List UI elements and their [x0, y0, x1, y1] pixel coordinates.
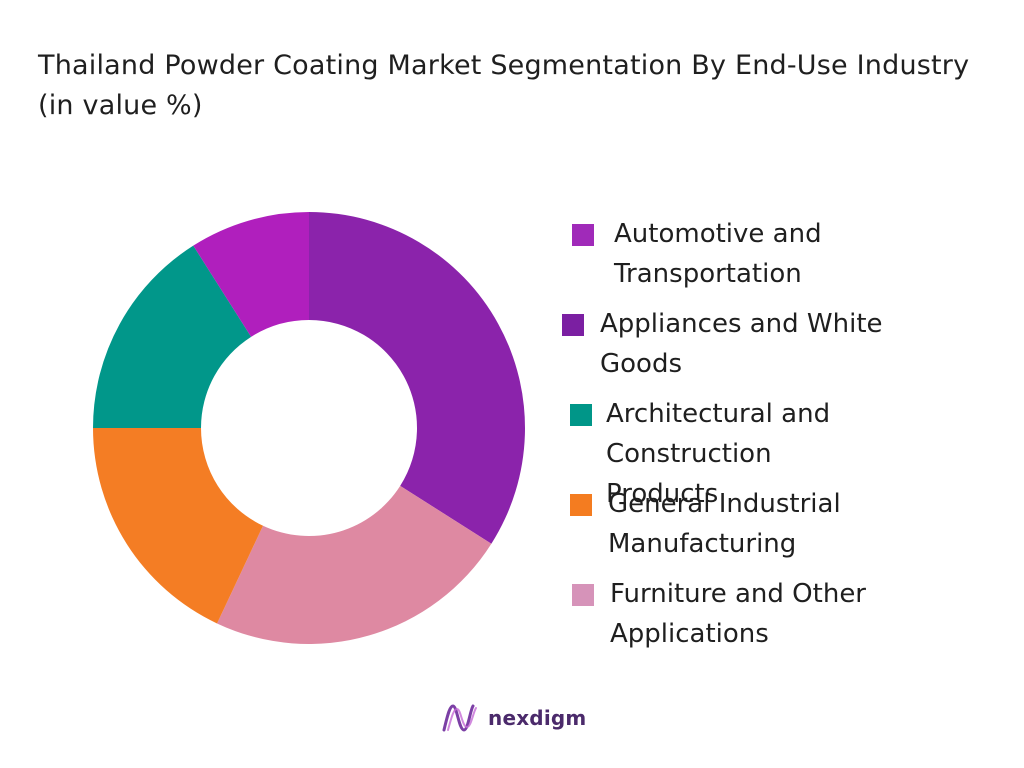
brand-logo: nexdigm	[440, 700, 586, 736]
legend-item-appliances: Appliances and White Goods	[560, 304, 1000, 394]
legend-label: Architectural and Construction Products	[606, 399, 831, 509]
legend-swatch	[562, 314, 584, 336]
legend-label: General Industrial Manufacturing	[608, 489, 841, 559]
chart-legend: Automotive and Transportation Appliances…	[560, 214, 1000, 664]
legend-item-automotive: Automotive and Transportation	[560, 214, 1000, 304]
donut-slice-furniture-and-other-applications	[217, 485, 492, 644]
legend-label: Appliances and White Goods	[600, 309, 883, 379]
legend-label: Furniture and Other Applications	[610, 579, 867, 649]
legend-label: Automotive and Transportation	[614, 219, 822, 289]
donut-slice-automotive-and-transportation	[193, 212, 309, 337]
legend-item-furniture: Furniture and Other Applications	[560, 574, 1000, 664]
chart-title: Thailand Powder Coating Market Segmentat…	[38, 50, 970, 121]
legend-swatch	[572, 224, 594, 246]
legend-swatch	[570, 494, 592, 516]
legend-swatch	[570, 404, 592, 426]
brand-name: nexdigm	[488, 706, 587, 730]
donut-slice-architectural-and-construction-products	[93, 245, 252, 428]
nexdigm-logo-icon	[442, 704, 477, 732]
donut-slice-appliances-and-white-goods	[309, 212, 525, 544]
legend-item-general-industrial: General Industrial Manufacturing	[560, 484, 1000, 574]
legend-swatch	[572, 584, 594, 606]
donut-slice-general-industrial-manufacturing	[93, 428, 264, 624]
legend-item-architectural: Architectural and Construction Products	[560, 394, 1000, 509]
